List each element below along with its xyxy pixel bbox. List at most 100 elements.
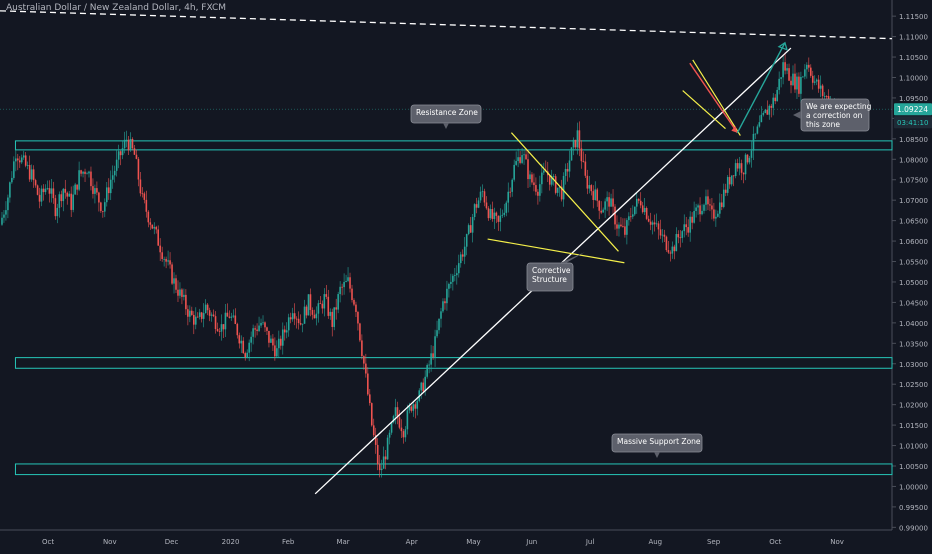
candle-body [764, 109, 767, 113]
candle-body [722, 189, 725, 207]
candle-body [272, 338, 274, 346]
candle-body [444, 301, 446, 304]
candle-body [400, 427, 403, 432]
candle-body [410, 406, 413, 411]
candle-body [369, 394, 371, 404]
candle-body [382, 456, 385, 469]
corrective-structure-label-box [526, 262, 574, 292]
candle-body [357, 311, 359, 324]
candle-body [632, 214, 634, 217]
y-tick-label: 1.07000 [899, 197, 928, 205]
candle-body [531, 174, 533, 183]
y-tick-label: 1.06500 [899, 218, 928, 226]
candle-body [734, 163, 737, 177]
corrective-structure-label-pointer [560, 252, 585, 263]
candle-body [347, 277, 349, 281]
candle-body [86, 173, 88, 175]
candle-body [349, 277, 351, 289]
candle-body [66, 192, 69, 197]
candle-body [287, 317, 290, 331]
candle-body [782, 62, 784, 78]
candle-body [586, 175, 589, 189]
candle-body [230, 316, 233, 318]
candle-body [171, 264, 173, 284]
candle-body [687, 227, 689, 233]
candle-body [161, 252, 163, 260]
y-tick-label: 1.00500 [899, 463, 928, 471]
candle-body [388, 432, 391, 438]
candle-body [622, 226, 624, 227]
candle-body [133, 148, 136, 155]
candle-body [456, 273, 458, 276]
candle-body [661, 234, 664, 236]
candle-body [111, 175, 114, 180]
candle-body [537, 191, 539, 196]
candle-body [612, 198, 614, 207]
candle-body [143, 193, 146, 200]
price-zone [14, 463, 893, 476]
candle-body [98, 192, 100, 203]
candle-body [394, 407, 397, 417]
candle-body [792, 73, 794, 86]
candle-body [806, 64, 808, 70]
candle-body [651, 222, 654, 225]
candle-body [610, 198, 612, 207]
candle-body [325, 294, 328, 297]
candle-body [94, 188, 96, 194]
candle-body [539, 184, 541, 196]
candle-body [305, 306, 308, 316]
candle-body [62, 188, 65, 202]
candle-body [598, 200, 600, 211]
candle-body [438, 318, 440, 331]
y-tick-label: 1.11000 [899, 34, 928, 42]
candle-body [732, 175, 735, 177]
candle-body [673, 246, 676, 252]
candle-body [266, 327, 268, 331]
candle-body [752, 133, 755, 151]
candle-body [412, 404, 415, 411]
candle-body [214, 316, 217, 329]
candle-body [578, 130, 581, 149]
countdown-value: 03:41:10 [897, 119, 928, 127]
candle-body [501, 214, 504, 216]
candle-body [246, 352, 248, 358]
candle-body [378, 464, 381, 471]
candle-body [815, 79, 818, 82]
candle-body [96, 188, 98, 193]
candle-body [432, 353, 434, 358]
candle-body [808, 64, 810, 68]
candle-body [285, 330, 288, 333]
candle-body [572, 139, 575, 148]
wedge-upper-line [692, 59, 741, 136]
candle-body [185, 294, 187, 310]
x-tick-label: Aug [648, 538, 662, 546]
candle-body [592, 191, 595, 200]
candle-body [218, 330, 221, 332]
candle-body [64, 188, 67, 193]
candle-body [70, 193, 72, 210]
candle-body [80, 170, 82, 174]
candle-body [477, 200, 480, 208]
candle-body [675, 234, 678, 252]
candle-body [270, 338, 272, 343]
candle-body [825, 96, 828, 97]
candle-body [181, 289, 183, 297]
candle-body [408, 406, 411, 411]
candle-body [693, 210, 695, 223]
candle-body [663, 234, 666, 237]
corrective-upper-line [510, 132, 619, 252]
candle-body [262, 322, 264, 324]
candle-body [588, 185, 591, 189]
countdown-badge [894, 116, 932, 129]
candle-body [240, 340, 243, 344]
candle-body [452, 275, 454, 282]
candle-body [780, 77, 782, 79]
candle-body [48, 188, 51, 194]
y-tick-label: 1.01500 [899, 422, 928, 430]
candle-body [34, 180, 37, 186]
candle-body [442, 301, 444, 312]
candle-body [276, 348, 278, 357]
candle-body [457, 263, 460, 274]
candle-body [679, 237, 682, 239]
